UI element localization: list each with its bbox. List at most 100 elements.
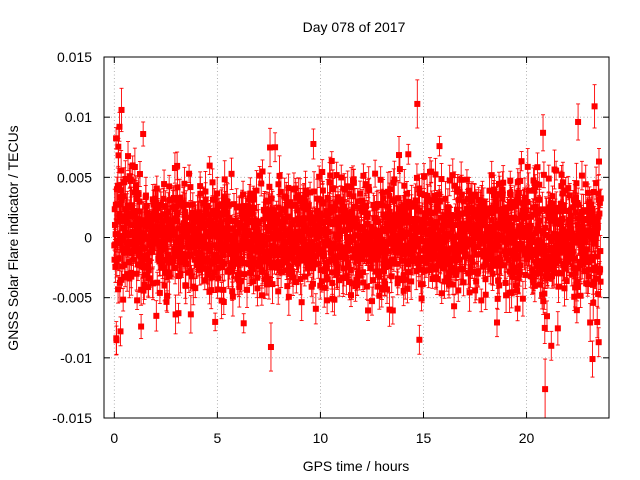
data-point [364, 221, 371, 228]
data-point [306, 211, 313, 218]
data-point [269, 281, 276, 288]
data-point [154, 279, 161, 286]
data-point [379, 202, 386, 209]
data-point [186, 214, 193, 221]
data-point [258, 180, 265, 187]
data-point [140, 217, 147, 224]
data-point [126, 173, 133, 180]
data-point [176, 225, 183, 232]
data-point [339, 244, 346, 251]
data-point [152, 227, 159, 234]
data-point [112, 201, 119, 208]
data-point [116, 279, 123, 286]
data-point [383, 239, 390, 246]
data-point [342, 186, 349, 193]
data-point [229, 288, 236, 295]
data-point [127, 230, 134, 237]
data-point [131, 163, 138, 170]
data-point [209, 179, 216, 186]
data-point [378, 241, 385, 248]
data-point [228, 268, 235, 275]
data-point [203, 207, 210, 214]
data-point [330, 186, 337, 193]
data-point [268, 195, 275, 202]
data-point [319, 168, 326, 175]
data-point [250, 278, 257, 285]
data-point [289, 269, 296, 276]
data-point [369, 248, 376, 255]
data-point [199, 257, 206, 264]
data-point [189, 201, 196, 208]
data-point [113, 337, 120, 344]
data-point [362, 237, 369, 244]
data-point [302, 191, 309, 198]
data-point [115, 255, 122, 262]
data-point [214, 190, 221, 197]
data-point [380, 195, 387, 202]
data-point [130, 207, 137, 214]
data-point [124, 244, 131, 251]
data-point [307, 189, 314, 196]
data-point [372, 170, 379, 177]
data-point [235, 229, 242, 236]
data-point [173, 211, 180, 218]
data-point [205, 266, 212, 273]
data-point [111, 206, 118, 213]
data-point [301, 196, 308, 203]
data-point [216, 210, 223, 217]
data-point [360, 279, 367, 286]
data-point [203, 255, 210, 262]
data-point [365, 258, 372, 265]
data-point [312, 253, 319, 260]
data-point [302, 215, 309, 222]
data-point [164, 292, 171, 299]
data-point [251, 204, 258, 211]
data-point [135, 229, 142, 236]
data-point [144, 253, 151, 260]
data-point [216, 255, 223, 262]
data-point [310, 265, 317, 272]
data-point [309, 280, 316, 287]
data-point [384, 248, 391, 255]
data-point [285, 184, 292, 191]
data-point [187, 269, 194, 276]
data-point [181, 256, 188, 263]
data-point [343, 274, 350, 281]
data-point [214, 286, 221, 293]
data-point [122, 176, 129, 183]
data-point [176, 195, 183, 202]
data-point [239, 215, 246, 222]
data-point [170, 257, 177, 264]
data-point [386, 192, 393, 199]
data-point [259, 168, 266, 175]
data-point [113, 135, 120, 142]
data-point [241, 259, 248, 266]
data-point [250, 245, 257, 252]
data-point [150, 280, 157, 287]
data-point [161, 282, 168, 289]
data-point [386, 306, 393, 313]
data-point [248, 217, 255, 224]
data-point [311, 188, 318, 195]
data-point [127, 176, 134, 183]
data-point [174, 184, 181, 191]
data-point [300, 219, 307, 226]
data-point [200, 200, 207, 207]
data-point [283, 267, 290, 274]
data-point [359, 197, 366, 204]
data-point [323, 265, 330, 272]
data-point [136, 208, 143, 215]
data-point [153, 312, 160, 319]
data-point [230, 256, 237, 263]
data-point [342, 207, 349, 214]
data-point [115, 152, 122, 159]
data-point [141, 245, 148, 252]
data-point [244, 228, 251, 235]
data-point [299, 238, 306, 245]
data-point [269, 207, 276, 214]
data-point [304, 206, 311, 213]
data-point [310, 140, 317, 147]
data-point [250, 192, 257, 199]
data-point [275, 288, 282, 295]
data-point [326, 179, 333, 186]
